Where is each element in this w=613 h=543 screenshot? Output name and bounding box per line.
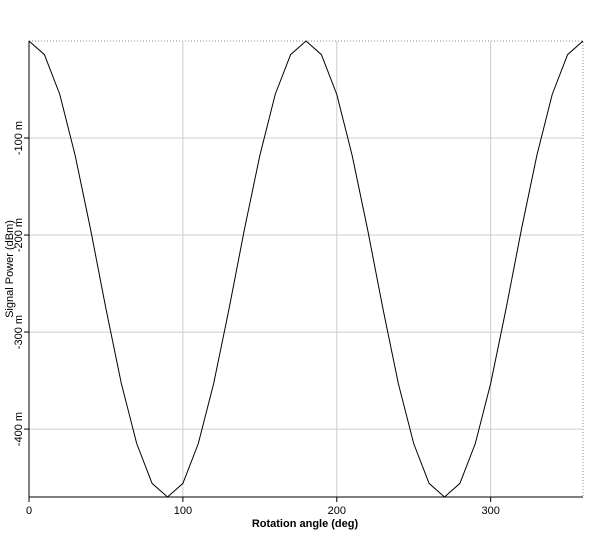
line (28, 40, 584, 498)
x-axis-label: Rotation angle (deg) (252, 518, 359, 530)
y-tick-label: -200 m (13, 218, 25, 252)
x-tick-label: 100 (174, 505, 192, 517)
x-tick-label: 0 (26, 505, 32, 517)
y-tick-label: -400 m (13, 412, 25, 446)
y-axis-label: Signal Power (dBm) (4, 220, 16, 318)
y-tick-label: -100 m (13, 121, 25, 155)
x-tick-label: 300 (481, 505, 499, 517)
x-tick-label: 200 (328, 505, 346, 517)
y-tick-label: -300 m (13, 315, 25, 349)
